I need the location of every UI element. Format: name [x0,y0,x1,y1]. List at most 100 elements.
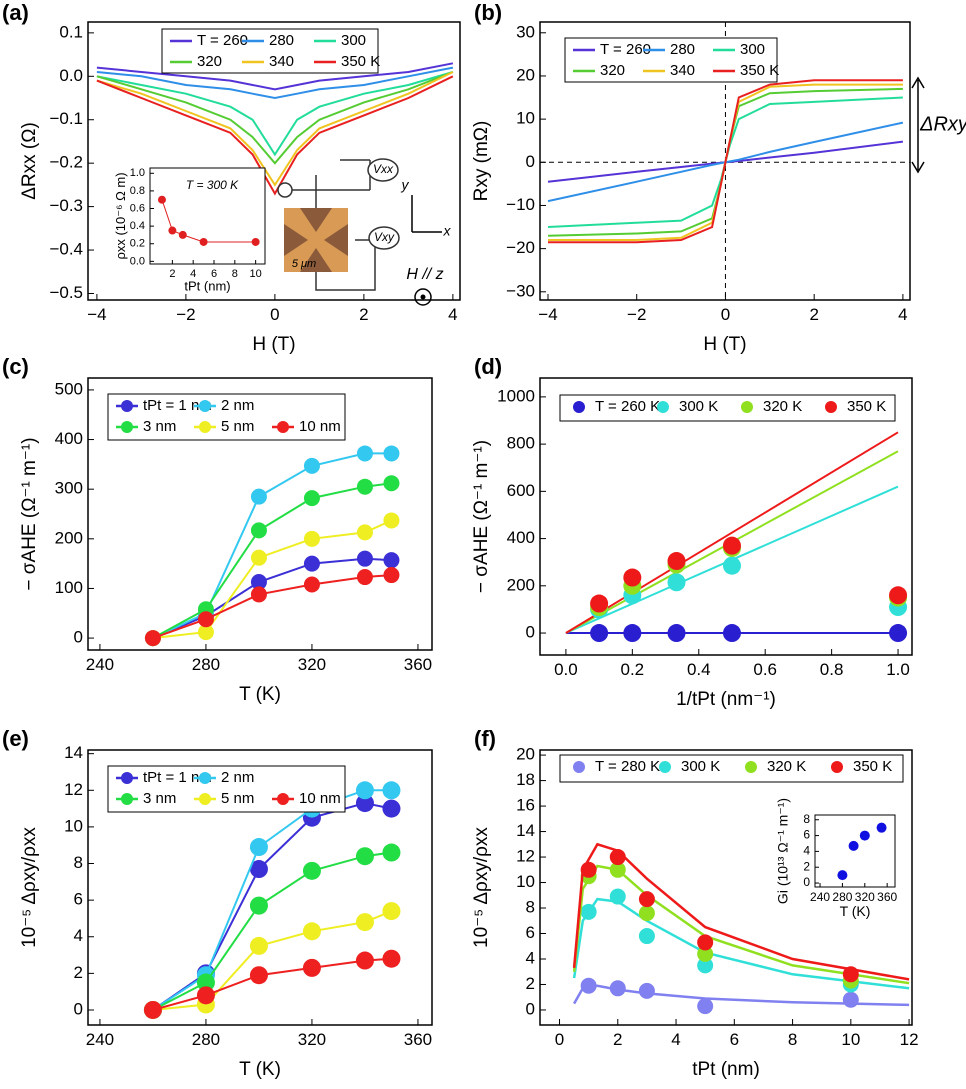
x-tick-label: 0.6 [753,660,777,679]
legend-label: 350 K [847,398,886,415]
data-point [303,576,320,593]
legend-label: 320 [600,62,625,79]
legend-label: 350 K [740,62,779,79]
data-point [356,569,373,586]
y-tick-label: 12 [516,847,535,866]
data-point [382,799,401,818]
data-point [638,982,655,999]
legend-label: 320 K [763,398,802,415]
y-tick-label: 0 [803,875,810,889]
data-point [250,522,267,539]
y-tick-label: 2 [803,859,810,873]
data-point [667,552,686,571]
y-tick-label: 20 [516,745,535,764]
data-point [638,905,655,922]
legend-label: T = 260 [600,41,651,58]
legend-marker [199,772,211,784]
x-tick-label: 0 [721,305,730,324]
legend-box [564,37,778,83]
series-line [96,71,454,157]
y-tick-label: 100 [55,578,83,597]
x-tick-label: 8 [232,268,238,280]
data-point [382,949,401,968]
legend-label: 10 nm [299,418,341,435]
y-tick-label: 200 [55,528,83,547]
legend-marker [745,761,757,773]
series-line [96,66,454,100]
data-point [383,475,400,492]
legend-marker [825,401,837,413]
legend-marker [121,793,133,805]
data-point [302,861,321,880]
x-tick-label: 10 [841,1030,860,1049]
data-point [590,594,609,613]
field-symbol [420,294,426,300]
x-tick-label: 0.8 [820,660,844,679]
legend-box [107,765,346,813]
y-tick-label: 800 [507,434,535,453]
data-point [876,822,887,833]
x-tick-label: −2 [627,305,646,324]
legend-label: 300 [341,32,366,49]
y-tick-label: 600 [507,481,535,500]
x-tick-label: 0.4 [687,660,711,679]
x-tick-label: 2 [613,1030,622,1049]
legend-label: T = 260 K [595,398,660,415]
data-point [143,1000,162,1019]
data-point [196,986,215,1005]
legend-label: 5 nm [221,790,254,807]
x-axis-label: 1/tPt (nm⁻¹) [676,689,776,710]
y-tick-label: −30 [506,281,535,300]
x-tick-label: 1.0 [886,660,910,679]
y-tick-label: 300 [55,479,83,498]
data-point [144,630,161,647]
legend-label: 3 nm [143,790,176,807]
data-point [249,860,268,879]
legend-marker [659,761,671,773]
x-tick-label: 6 [211,268,217,280]
y-tick-label: −0.2 [49,153,83,172]
y-tick-label: 10 [64,816,83,835]
y-tick-label: 12 [64,780,83,799]
panel-label: (e) [2,726,29,751]
x-tick-label: 2 [359,305,368,324]
x-tick-label: 2 [809,305,818,324]
x-axis-label: tPt (nm) [184,279,230,294]
y-tick-label: 2 [74,963,83,982]
data-point [842,991,859,1008]
legend-label: 300 K [679,398,718,415]
y-tick-label: 8 [74,853,83,872]
x-tick-label: 10 [250,268,262,280]
y-tick-label: 16 [516,796,535,815]
data-point [697,957,714,974]
y-tick-label: 6 [74,890,83,909]
y-tick-label: 0.2 [130,238,145,250]
axes-arrows [411,195,442,233]
data-point [356,524,373,541]
legend-box [107,393,346,441]
legend-label: 2 nm [221,397,254,414]
annotation: H // z [406,266,443,283]
data-point [580,977,597,994]
panel-label: (c) [2,354,29,379]
x-tick-label: 320 [298,1030,326,1049]
x-tick-label: −2 [176,305,195,324]
y-axis-label: − σAHE (Ω⁻¹ m⁻¹) [19,437,40,590]
x-tick-label: 0 [555,1030,564,1049]
legend-marker [121,400,133,412]
data-point [383,445,400,462]
legend-marker [657,401,669,413]
series-line [96,71,454,165]
x-tick-label: 8 [788,1030,797,1049]
data-point [609,849,626,866]
legend-label: 10 nm [299,790,341,807]
data-point [249,838,268,857]
y-tick-label: 0.1 [59,22,83,41]
data-point [303,457,320,474]
source-symbol [277,182,293,198]
legend-marker [199,400,211,412]
x-tick-label: −4 [87,305,106,324]
data-point [889,624,908,643]
x-tick-label: 360 [404,655,432,674]
